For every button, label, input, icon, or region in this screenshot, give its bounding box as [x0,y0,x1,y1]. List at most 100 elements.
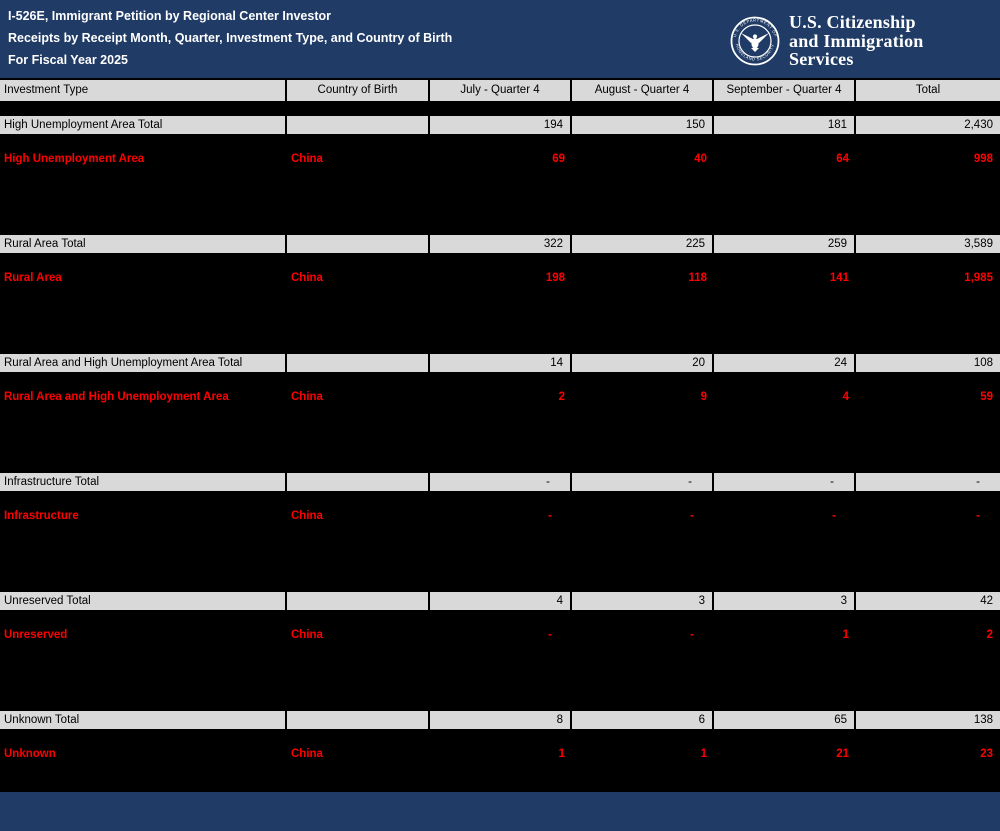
value-september-cell: 3 [714,592,856,610]
value-july-cell: 194 [430,116,572,134]
value-september-cell: - [832,510,836,522]
value-july-cell: 8 [430,711,572,729]
investment-type-cell: Unreserved [4,629,68,641]
investment-total-row: Rural Area Total 322 225 259 3,589 [0,235,1000,253]
investment-type-cell: Unreserved Total [0,592,287,610]
value-september-cell: 21 [836,748,849,760]
country-detail-row: Unreserved China - - 1 2 [0,626,1000,644]
investment-type-cell: Unknown [4,748,56,760]
investment-type-cell: High Unemployment Area [4,153,145,165]
investment-total-row: Unreserved Total 4 3 3 42 [0,592,1000,610]
report-title-line1: I-526E, Immigrant Petition by Regional C… [8,9,331,23]
col-september: September - Quarter 4 [714,80,856,101]
value-july-cell: - [430,473,572,491]
value-august-cell: 40 [694,153,707,165]
country-detail-row: Rural Area and High Unemployment Area Ch… [0,388,1000,406]
country-cell: China [291,391,323,403]
value-total-cell: 1,985 [964,272,993,284]
investment-type-cell: Rural Area Total [0,235,287,253]
col-investment-type: Investment Type [0,80,287,101]
value-august-cell: 118 [688,272,707,284]
footer-band [0,792,1000,831]
value-total-cell: 998 [973,153,993,165]
investment-type-cell: Unknown Total [0,711,287,729]
value-total-cell: 2,430 [856,116,1000,134]
value-july-cell: 198 [545,272,565,284]
investment-total-row: Unknown Total 8 6 65 138 [0,711,1000,729]
country-cell [287,235,430,253]
value-september-cell: 64 [836,153,849,165]
country-cell: China [291,510,323,522]
value-september-cell: 181 [714,116,856,134]
wordmark-line3: Services [789,49,854,69]
value-total-cell: 2 [986,629,993,641]
value-total-cell: - [856,473,1000,491]
value-july-cell: - [548,510,552,522]
col-july: July - Quarter 4 [430,80,572,101]
report-title-line2: Receipts by Receipt Month, Quarter, Inve… [8,31,453,45]
country-cell [287,116,430,134]
dhs-seal-icon: U.S. DEPARTMENT OF HOMELAND SECURITY [730,16,780,66]
uscis-logo: U.S. DEPARTMENT OF HOMELAND SECURITY U.S… [730,13,924,69]
column-header-row: Investment Type Country of Birth July - … [0,80,1000,101]
investment-total-row: Rural Area and High Unemployment Area To… [0,354,1000,372]
value-september-cell: 65 [714,711,856,729]
value-august-cell: - [572,473,714,491]
wordmark-line1: U.S. Citizenship [789,12,916,32]
col-country-of-birth: Country of Birth [287,80,430,101]
value-august-cell: - [690,510,694,522]
value-july-cell: - [548,629,552,641]
wordmark-line2: and Immigration [789,30,924,51]
investment-total-row: Infrastructure Total - - - - [0,473,1000,491]
value-july-cell: 69 [552,153,565,165]
value-total-cell: 3,589 [856,235,1000,253]
country-cell [287,711,430,729]
value-september-cell: 141 [829,272,849,284]
investment-total-row: High Unemployment Area Total 194 150 181… [0,116,1000,134]
report-title-block: I-526E, Immigrant Petition by Regional C… [8,5,452,71]
investment-type-cell: Infrastructure [4,510,79,522]
value-july-cell: 4 [430,592,572,610]
investment-type-cell: Rural Area and High Unemployment Area [4,391,229,403]
value-august-cell: 1 [700,748,707,760]
investment-type-cell: Rural Area [4,272,62,284]
country-cell [287,354,430,372]
country-cell: China [291,153,323,165]
value-september-cell: 259 [714,235,856,253]
report-title-line3: For Fiscal Year 2025 [8,53,128,67]
value-september-cell: 1 [842,629,849,641]
value-total-cell: 23 [980,748,993,760]
country-detail-row: High Unemployment Area China 69 40 64 99… [0,150,1000,168]
country-detail-row: Infrastructure China - - - - [0,507,1000,525]
agency-wordmark: U.S. Citizenship and Immigration Service… [789,13,924,69]
value-july-cell: 1 [558,748,565,760]
value-july-cell: 2 [558,391,565,403]
country-cell: China [291,272,323,284]
value-august-cell: 6 [572,711,714,729]
value-august-cell: 9 [700,391,707,403]
investment-type-cell: High Unemployment Area Total [0,116,287,134]
value-august-cell: 3 [572,592,714,610]
value-july-cell: 322 [430,235,572,253]
investment-type-cell: Rural Area and High Unemployment Area To… [0,354,287,372]
country-cell [287,592,430,610]
country-cell: China [291,629,323,641]
value-august-cell: 20 [572,354,714,372]
country-cell [287,473,430,491]
value-total-cell: - [976,510,980,522]
value-september-cell: 24 [714,354,856,372]
value-total-cell: 59 [980,391,993,403]
value-total-cell: 138 [856,711,1000,729]
eagle-glyph [741,32,769,52]
header-banner: I-526E, Immigrant Petition by Regional C… [0,0,1000,78]
value-september-cell: 4 [842,391,849,403]
country-detail-row: Rural Area China 198 118 141 1,985 [0,269,1000,287]
country-detail-row: Unknown China 1 1 21 23 [0,745,1000,763]
col-total: Total [856,80,1000,101]
value-august-cell: - [690,629,694,641]
value-august-cell: 150 [572,116,714,134]
investment-type-cell: Infrastructure Total [0,473,287,491]
value-july-cell: 14 [430,354,572,372]
country-cell: China [291,748,323,760]
